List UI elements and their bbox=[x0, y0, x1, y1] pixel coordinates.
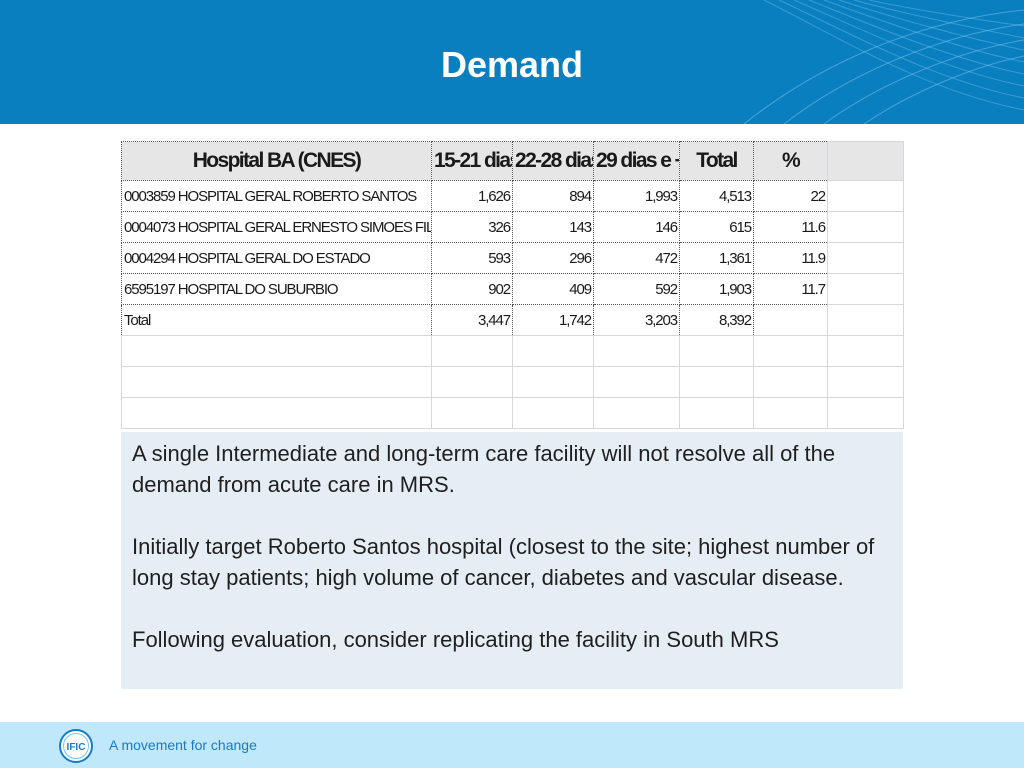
total-label-cell: Total bbox=[121, 304, 432, 336]
slide-title: Demand bbox=[440, 44, 584, 85]
percent-cell bbox=[753, 304, 828, 336]
percent-cell: 11.7 bbox=[753, 273, 828, 305]
column-header-22-28-dias: 22-28 dias bbox=[512, 141, 594, 181]
conclusion-text-box: A single Intermediate and long-term care… bbox=[121, 432, 903, 689]
column-header-hospital: Hospital BA (CNES) bbox=[121, 141, 432, 181]
table-row: 0004294 HOSPITAL GERAL DO ESTADO 593 296… bbox=[121, 242, 904, 274]
value-cell: 1,626 bbox=[431, 180, 513, 212]
value-cell: 143 bbox=[512, 211, 594, 243]
table-row: 0004073 HOSPITAL GERAL ERNESTO SIMOES FI… bbox=[121, 211, 904, 243]
value-cell: 296 bbox=[512, 242, 594, 274]
hospital-cell: 0003859 HOSPITAL GERAL ROBERTO SANTOS bbox=[121, 180, 432, 212]
footer-tagline: A movement for change bbox=[109, 737, 257, 753]
empty-cell bbox=[827, 141, 904, 181]
slide-footer: IFIC A movement for change bbox=[0, 722, 1024, 768]
value-cell: 902 bbox=[431, 273, 513, 305]
note-paragraph: Initially target Roberto Santos hospital… bbox=[132, 534, 875, 590]
hospital-cell: 6595197 HOSPITAL DO SUBURBIO bbox=[121, 273, 432, 305]
ific-logo: IFIC bbox=[59, 729, 93, 763]
column-header-total: Total bbox=[679, 141, 754, 181]
value-cell: 1,742 bbox=[512, 304, 594, 336]
total-cell: 1,903 bbox=[679, 273, 754, 305]
hospital-cell: 0004073 HOSPITAL GERAL ERNESTO SIMOES FI… bbox=[121, 211, 432, 243]
demand-table: Hospital BA (CNES) 15-21 dias 22-28 dias… bbox=[121, 141, 904, 429]
empty-cell bbox=[827, 273, 904, 305]
value-cell: 146 bbox=[593, 211, 680, 243]
table-row: 6595197 HOSPITAL DO SUBURBIO 902 409 592… bbox=[121, 273, 904, 305]
value-cell: 593 bbox=[431, 242, 513, 274]
empty-cell bbox=[827, 304, 904, 336]
column-header-29-dias: 29 dias e + bbox=[593, 141, 680, 181]
demand-table-sheet: Hospital BA (CNES) 15-21 dias 22-28 dias… bbox=[121, 141, 904, 463]
note-paragraph: A single Intermediate and long-term care… bbox=[132, 441, 836, 497]
value-cell: 1,993 bbox=[593, 180, 680, 212]
logo-text: IFIC bbox=[67, 742, 86, 753]
total-cell: 1,361 bbox=[679, 242, 754, 274]
value-cell: 3,203 bbox=[593, 304, 680, 336]
value-cell: 894 bbox=[512, 180, 594, 212]
table-row: 0003859 HOSPITAL GERAL ROBERTO SANTOS 1,… bbox=[121, 180, 904, 212]
value-cell: 409 bbox=[512, 273, 594, 305]
hospital-cell: 0004294 HOSPITAL GERAL DO ESTADO bbox=[121, 242, 432, 274]
empty-cell bbox=[827, 211, 904, 243]
table-header-row: Hospital BA (CNES) 15-21 dias 22-28 dias… bbox=[121, 141, 904, 181]
empty-cell bbox=[827, 180, 904, 212]
value-cell: 472 bbox=[593, 242, 680, 274]
slide-header: Demand bbox=[0, 0, 1024, 124]
empty-row bbox=[121, 335, 904, 367]
value-cell: 592 bbox=[593, 273, 680, 305]
note-paragraph: Following evaluation, consider replicati… bbox=[132, 627, 779, 652]
column-header-15-21-dias: 15-21 dias bbox=[431, 141, 513, 181]
total-cell: 615 bbox=[679, 211, 754, 243]
decorative-waves-graphic bbox=[743, 0, 1024, 124]
value-cell: 326 bbox=[431, 211, 513, 243]
percent-cell: 11.6 bbox=[753, 211, 828, 243]
column-header-percent: % bbox=[753, 141, 828, 181]
value-cell: 3,447 bbox=[431, 304, 513, 336]
percent-cell: 11.9 bbox=[753, 242, 828, 274]
total-cell: 8,392 bbox=[679, 304, 754, 336]
empty-row bbox=[121, 397, 904, 429]
table-total-row: Total 3,447 1,742 3,203 8,392 bbox=[121, 304, 904, 336]
percent-cell: 22 bbox=[753, 180, 828, 212]
empty-row bbox=[121, 366, 904, 398]
empty-cell bbox=[827, 242, 904, 274]
total-cell: 4,513 bbox=[679, 180, 754, 212]
